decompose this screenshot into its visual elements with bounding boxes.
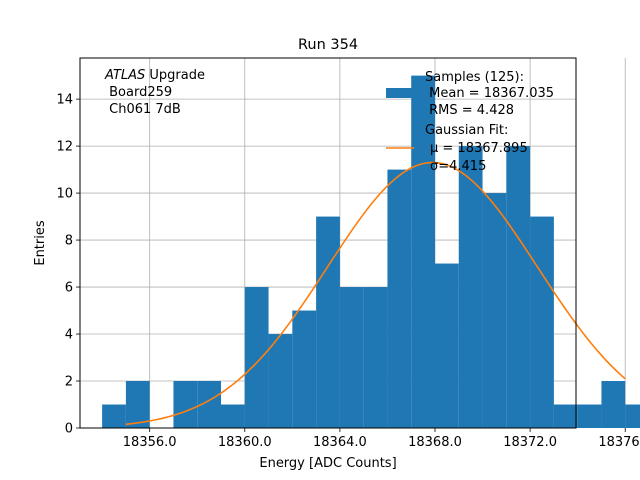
legend-samples-swatch	[386, 88, 414, 98]
y-tick-label: 2	[65, 375, 73, 390]
histogram-bar	[530, 216, 554, 428]
legend-samples-rms: RMS = 4.428	[425, 103, 514, 118]
legend-samples-title: Samples (125):	[425, 70, 524, 85]
x-tick-label: 18368.0	[408, 435, 462, 450]
histogram-bar	[434, 263, 459, 428]
histogram-bar	[363, 287, 388, 428]
legend-samples-mean: Mean = 18367.035	[425, 86, 554, 101]
chart-title: Run 354	[298, 37, 358, 53]
legend: Samples (125): Mean = 18367.035 RMS = 4.…	[386, 70, 554, 174]
y-tick-label: 14	[56, 93, 73, 108]
annotation-line-2: Board259	[105, 85, 172, 100]
bars-layer	[102, 75, 640, 429]
histogram-bar	[601, 381, 626, 428]
x-axis-label: Energy [ADC Counts]	[259, 456, 396, 471]
plot-frame	[79, 57, 577, 429]
annotation-suffix: Upgrade	[145, 68, 205, 83]
histogram-bar	[268, 334, 293, 428]
annotation-line-3: Ch061 7dB	[105, 102, 181, 117]
y-tick-label: 8	[65, 234, 73, 249]
y-tick-label: 6	[65, 281, 73, 296]
legend-fit-sigma: σ=4.415	[430, 159, 486, 174]
histogram-bar	[506, 146, 531, 428]
y-axis-label: Entries	[33, 220, 48, 266]
x-tick-label: 18356.0	[123, 435, 177, 450]
legend-fit-mu: μ = 18367.895	[430, 141, 528, 156]
y-tick-label: 10	[56, 187, 73, 202]
annotation-line-1: ATLAS Upgrade	[104, 68, 205, 83]
histogram-bar	[173, 381, 198, 428]
histogram-bar	[102, 404, 126, 428]
histogram-bar	[316, 216, 340, 428]
ticks-layer: 18356.0 18360.0 18364.0 18368.0 18372.0 18376…	[56, 93, 640, 450]
y-tick-label: 0	[65, 422, 73, 437]
histogram-bar	[292, 310, 317, 428]
histogram-bar	[553, 404, 578, 428]
histogram-bar	[458, 146, 483, 428]
histogram-bar	[244, 287, 269, 428]
legend-fit-title: Gaussian Fit:	[425, 123, 508, 138]
fit-layer	[125, 161, 626, 426]
x-tick-label: 18376.0	[598, 435, 640, 450]
annotation-experiment: ATLAS	[104, 68, 145, 83]
y-tick-label: 12	[56, 140, 73, 155]
histogram-bar	[577, 404, 602, 428]
x-tick-label: 18372.0	[503, 435, 557, 450]
histogram-bar	[482, 193, 507, 428]
histogram-bar	[339, 287, 364, 428]
histogram-bar	[197, 381, 222, 428]
gaussian-fit-curve	[125, 161, 626, 426]
histogram-bar	[387, 169, 412, 429]
x-tick-label: 18360.0	[218, 435, 272, 450]
histogram-bar	[411, 75, 435, 428]
histogram-bar	[625, 404, 640, 428]
x-tick-label: 18364.0	[313, 435, 367, 450]
y-tick-label: 4	[65, 328, 73, 343]
histogram-bar	[221, 404, 245, 428]
annotation-box: ATLAS Upgrade Board259 Ch061 7dB	[104, 68, 205, 117]
histogram-bar	[125, 381, 150, 428]
